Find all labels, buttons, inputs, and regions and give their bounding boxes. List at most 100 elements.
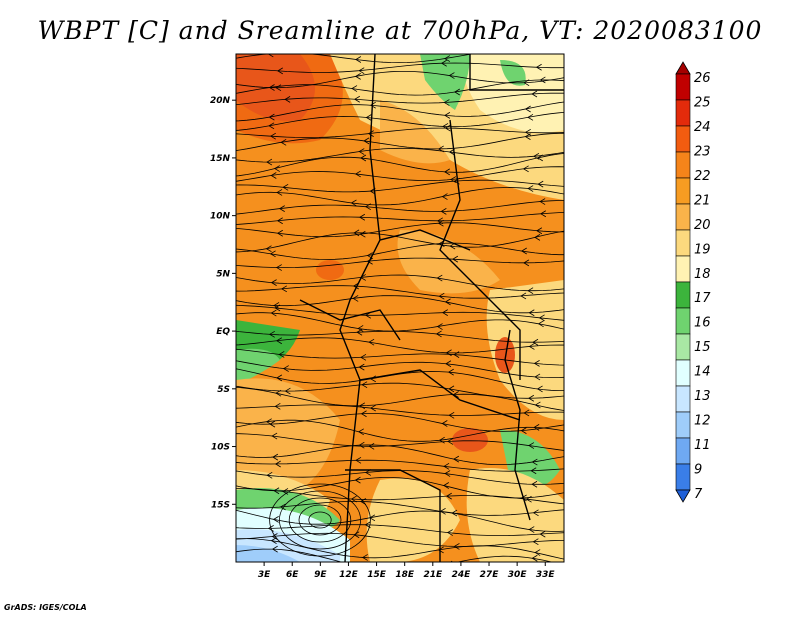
streamline-arrow: [276, 337, 283, 345]
streamline-arrow: [358, 428, 364, 436]
streamline-arrow: [365, 114, 372, 121]
streamline-arrow: [268, 84, 275, 91]
streamline-eddy: [308, 511, 332, 529]
colorbar-segment: [675, 99, 691, 127]
streamline-arrow: [540, 210, 547, 218]
lat-tick-label: 20N: [210, 96, 231, 106]
streamline: [236, 179, 564, 193]
streamline: [236, 524, 564, 536]
streamline-arrow: [520, 247, 527, 255]
streamline: [236, 295, 564, 314]
streamline: [236, 444, 564, 465]
streamline-arrow: [448, 72, 455, 79]
streamline-arrow: [269, 250, 276, 258]
longitude-axis: 3E 6E 9E 12E 15E 18E 21E 24E 27E 30E 33E: [258, 562, 555, 580]
lon-tick-label: 30E: [508, 570, 528, 580]
streamline-arrow: [527, 113, 534, 121]
streamline-arrow: [453, 543, 460, 550]
streamline-arrow: [523, 259, 530, 267]
lon-tick-label: 12E: [339, 570, 359, 580]
streamline-arrow: [284, 96, 291, 103]
border-line-5: [299, 299, 401, 341]
streamline-arrow: [443, 482, 450, 489]
wbpt-green-west-equator-2: [236, 348, 280, 385]
streamline-arrow: [539, 530, 546, 538]
lon-tick-label: 6E: [286, 570, 299, 580]
streamline-arrow: [358, 363, 365, 371]
streamline: [236, 538, 564, 560]
streamline-arrow: [440, 208, 447, 215]
colorbar-segment: [675, 203, 691, 231]
streamline-arrow: [271, 432, 278, 440]
streamlines: [236, 45, 564, 562]
streamline: [236, 501, 564, 516]
lon-tick-label: 27E: [480, 570, 500, 580]
border-line-6: [359, 369, 521, 421]
streamline-arrow: [528, 526, 535, 533]
streamline-arrow: [536, 154, 543, 162]
streamline-arrow: [350, 199, 357, 207]
colorbar-label: 13: [694, 389, 711, 404]
colorbar-segment: [675, 359, 691, 387]
lon-tick-label: 18E: [395, 570, 415, 580]
streamline-arrow: [448, 148, 455, 156]
streamline-arrow: [446, 529, 453, 536]
streamline-arrow: [438, 292, 445, 300]
streamline-arrow: [273, 302, 280, 309]
streamline-arrow: [359, 213, 366, 221]
streamline: [236, 54, 474, 64]
streamline-arrow: [528, 343, 535, 350]
streamline-arrow: [447, 368, 454, 376]
colorbar-label: 20: [694, 218, 711, 233]
streamline-arrow: [276, 229, 283, 237]
streamline-arrow: [444, 124, 451, 132]
wbpt-hotspot-south-central: [452, 428, 488, 452]
grads-credit: GrADS: IGES/COLA: [4, 603, 87, 612]
streamline: [236, 548, 554, 562]
streamline-arrow: [369, 101, 376, 109]
streamline-arrow: [454, 88, 460, 96]
streamline-arrow: [536, 385, 543, 393]
colorbar-segment: [675, 255, 691, 283]
streamline-arrow: [266, 471, 273, 479]
streamline: [236, 532, 564, 547]
streamline-arrow: [275, 84, 282, 92]
streamline-eddy: [298, 504, 342, 536]
streamline-arrow: [532, 538, 539, 546]
streamline-arrow: [524, 133, 531, 140]
streamline-arrow: [265, 418, 272, 426]
streamline-arrow: [531, 458, 538, 466]
streamline-arrow: [284, 387, 291, 395]
streamline: [236, 166, 564, 182]
streamline: [236, 274, 564, 292]
colorbar-label: 19: [694, 242, 711, 257]
streamline: [236, 127, 564, 138]
streamline-arrow: [443, 168, 450, 176]
colorbar-segment: [675, 385, 691, 413]
streamline-arrow: [370, 404, 377, 412]
streamline-arrow: [534, 549, 541, 556]
streamline-arrow: [364, 521, 371, 529]
streamline-arrow: [531, 45, 536, 51]
streamline-arrow: [271, 545, 278, 553]
border-line-2: [469, 54, 564, 91]
lat-tick-label: 10N: [210, 212, 231, 222]
streamline-arrow: [361, 554, 368, 561]
streamline-arrow: [269, 420, 276, 428]
colorbar-segment: [675, 125, 691, 153]
streamline: [236, 337, 564, 354]
streamline-arrow: [270, 537, 277, 544]
streamline: [236, 147, 564, 163]
colorbar-label: 25: [694, 95, 711, 110]
streamline-arrow: [443, 463, 450, 470]
streamline-arrow: [359, 230, 366, 238]
colorbar-segment: [675, 281, 691, 309]
country-borders: [299, 54, 564, 562]
streamline-eddy: [269, 483, 371, 557]
streamline-arrow: [368, 338, 375, 346]
streamline: [236, 222, 564, 238]
streamline-arrow: [265, 245, 272, 253]
colorbar-top-arrow: [675, 61, 691, 75]
streamline-arrow: [445, 492, 452, 500]
